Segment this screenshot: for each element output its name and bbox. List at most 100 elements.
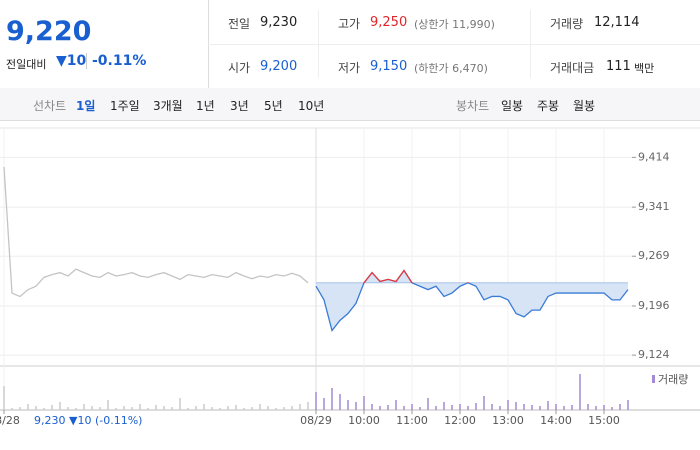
volume-bar xyxy=(523,404,525,410)
volume-bar xyxy=(195,406,197,410)
x-tick-label: 08/29 xyxy=(300,414,332,427)
volume-bar xyxy=(387,405,389,410)
volume-bar xyxy=(243,408,245,410)
volume-bar xyxy=(595,406,597,410)
stat-value: 9,200 xyxy=(260,59,298,74)
volume-bar xyxy=(435,406,437,410)
volume-bar xyxy=(555,404,557,410)
stat-note: (상한가 11,990) xyxy=(414,18,495,31)
tab[interactable]: 5년 xyxy=(264,99,283,113)
volume-bar xyxy=(283,407,285,410)
stat-note: (하한가 6,470) xyxy=(414,62,488,75)
stat-label: 고가 xyxy=(338,17,361,31)
volume-bar xyxy=(315,392,317,410)
x-tick-label: 13:00 xyxy=(492,414,524,427)
volume-bar xyxy=(3,386,5,410)
change-rate: -0.11% xyxy=(86,53,146,69)
volume-bar xyxy=(499,406,501,410)
volume-bar xyxy=(27,404,29,410)
volume-bar xyxy=(483,396,485,410)
volume-bar xyxy=(467,406,469,410)
stat-label: 거래량 xyxy=(550,17,584,31)
volume-bar xyxy=(403,406,405,410)
tab-group-label: 선차트 xyxy=(33,99,67,113)
volume-bar xyxy=(419,407,421,410)
volume-bar xyxy=(323,398,325,410)
tab[interactable]: 1일 xyxy=(76,99,96,113)
price-line xyxy=(315,269,629,332)
y-tick-label: 9,414 xyxy=(638,150,670,163)
volume-bar xyxy=(611,407,613,410)
volume-bar xyxy=(563,406,565,410)
stat-value: 111 xyxy=(606,59,631,74)
volume-bar xyxy=(123,406,125,410)
header: 9,220 전일대비 ▼10 -0.11% 전일 9,230 고가 9,250 (상한가… xyxy=(0,0,700,89)
volume-bar xyxy=(339,394,341,410)
volume-bar xyxy=(355,402,357,410)
x-tick-label: 08/28 xyxy=(0,414,20,427)
volume-bar xyxy=(107,400,109,410)
change: ▼10 xyxy=(56,53,87,69)
volume-bar xyxy=(515,402,517,410)
change-label: 전일대비 xyxy=(6,58,47,71)
annotation: 9,230 ▼10 (-0.11%) xyxy=(34,414,142,427)
volume-bar xyxy=(579,374,581,410)
price-line-up xyxy=(363,269,470,283)
area xyxy=(316,270,628,331)
volume-bar xyxy=(443,402,445,410)
volume-bar xyxy=(147,408,149,410)
stat-value: 9,250 xyxy=(370,15,408,30)
x-tick-label: 12:00 xyxy=(444,414,476,427)
stat-value: 12,114 xyxy=(594,15,640,30)
x-tick-label: 14:00 xyxy=(540,414,572,427)
stat-label: 전일 xyxy=(228,17,251,31)
volume-bar xyxy=(115,408,117,410)
volume-bar xyxy=(251,407,253,410)
tab[interactable]: 주봉 xyxy=(537,99,560,113)
volume-bar xyxy=(427,398,429,410)
volume-bar xyxy=(99,407,101,410)
stat-value: 9,150 xyxy=(370,59,408,74)
tab[interactable]: 1년 xyxy=(196,99,215,113)
legend-label: 거래량 xyxy=(658,373,688,386)
volume-bar xyxy=(67,407,69,410)
volume-bar xyxy=(507,400,509,410)
volume-bar xyxy=(291,406,293,410)
volume-bar xyxy=(219,408,221,410)
volume-bar xyxy=(11,408,13,410)
volume-bar xyxy=(379,406,381,410)
stat-label: 거래대금 xyxy=(550,61,595,75)
divider xyxy=(318,10,319,78)
legend-swatch xyxy=(652,375,655,383)
y-tick-label: 9,196 xyxy=(638,299,670,312)
volume-bar xyxy=(619,404,621,410)
tab[interactable]: 1주일 xyxy=(110,99,140,113)
tab-bar: 선차트 1일 1주일 3개월 1년 3년 5년 10년 봉차트 일봉 주봉 월봉 xyxy=(0,88,700,121)
tab[interactable]: 3년 xyxy=(230,99,249,113)
x-tick-label: 10:00 xyxy=(348,414,380,427)
tab[interactable]: 일봉 xyxy=(501,99,524,113)
tab[interactable]: 월봉 xyxy=(573,99,596,113)
volume-bar xyxy=(531,405,533,410)
volume-bar xyxy=(307,402,309,410)
volume-bar xyxy=(451,405,453,410)
volume-bar xyxy=(587,404,589,410)
volume-bar xyxy=(227,406,229,410)
volume-bar xyxy=(59,402,61,410)
volume-bar xyxy=(91,406,93,410)
tab[interactable]: 3개월 xyxy=(153,99,183,113)
volume-bar xyxy=(83,404,85,410)
x-tick-label: 11:00 xyxy=(396,414,428,427)
volume-bar xyxy=(211,407,213,410)
tab[interactable]: 10년 xyxy=(298,99,325,113)
volume-bar xyxy=(539,406,541,410)
divider xyxy=(530,10,531,78)
volume-bar xyxy=(331,388,333,410)
volume-bar xyxy=(35,406,37,410)
volume-bar xyxy=(139,404,141,410)
volume-bar xyxy=(371,404,373,410)
volume-bar xyxy=(171,407,173,410)
volume-bar xyxy=(603,405,605,410)
